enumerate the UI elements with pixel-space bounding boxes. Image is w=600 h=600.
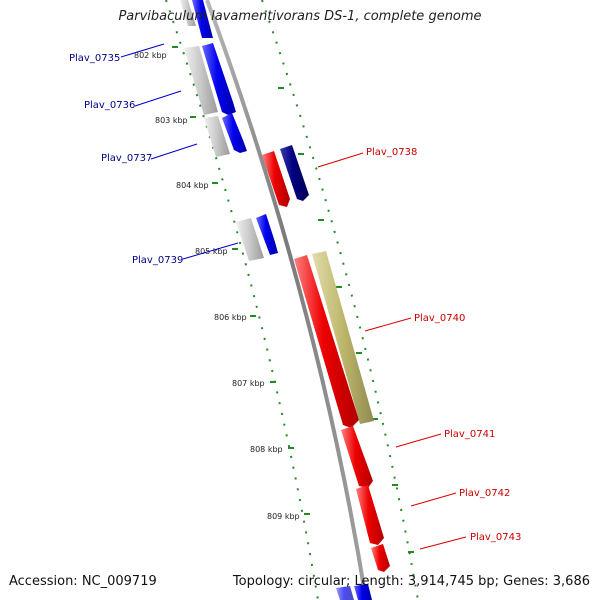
gene-label-plav-0735[interactable]: Plav_0735	[69, 53, 120, 64]
gene-arrow-plav-0739[interactable]	[256, 214, 278, 255]
gene-label-plav-0742[interactable]: Plav_0742	[459, 488, 510, 499]
major-ticks-left	[172, 46, 310, 515]
gene-label-plav-0741[interactable]: Plav_0741	[444, 429, 495, 440]
neighbor-gene-olive	[312, 251, 374, 424]
gene-arrow-partial-top[interactable]	[180, 0, 196, 26]
gene-arrow-navy[interactable]	[280, 145, 309, 201]
gene-arrow-plav-0736[interactable]	[202, 43, 236, 115]
kbp-label: 805 kbp	[195, 247, 228, 256]
gene-arrow-plav-0738[interactable]	[262, 151, 290, 207]
kbp-label: 809 kbp	[267, 512, 300, 521]
neighbor-gene-gray	[204, 116, 230, 157]
gene-label-plav-0737[interactable]: Plav_0737	[101, 153, 152, 164]
scale-track-right	[261, 0, 419, 600]
kbp-label: 807 kbp	[232, 379, 265, 388]
kbp-label: 806 kbp	[214, 313, 247, 322]
gene-arrow-partial-bottom[interactable]	[354, 584, 372, 600]
genome-title: Parvibaculum lavamentivorans DS-1, compl…	[118, 9, 482, 24]
gene-arrow-plav-0737[interactable]	[222, 113, 247, 153]
neighbor-gene-gray	[236, 218, 264, 261]
accession-label: Accession: NC_009719	[9, 574, 157, 589]
gene-label-plav-0738[interactable]: Plav_0738	[366, 147, 417, 158]
kbp-label: 804 kbp	[176, 181, 209, 190]
kbp-label: 803 kbp	[155, 116, 188, 125]
gene-arrow-partial-bottom[interactable]	[336, 586, 354, 600]
gene-arrow-plav-0742[interactable]	[356, 485, 384, 545]
label-leaders-forward	[120, 43, 239, 260]
gene-arrow-plav-0740[interactable]	[294, 255, 359, 428]
scale-track-left	[165, 0, 319, 600]
genome-stats-label: Topology: circular; Length: 3,914,745 bp…	[232, 574, 590, 589]
gene-label-plav-0739[interactable]: Plav_0739	[132, 255, 183, 266]
label-leaders-reverse	[317, 152, 467, 550]
gene-arrow-partial-top[interactable]	[192, 0, 213, 38]
gene-arrow-plav-0743[interactable]	[371, 544, 390, 572]
kbp-label: 808 kbp	[250, 445, 283, 454]
neighbor-gene-gray	[184, 46, 218, 115]
gene-arrow-plav-0741[interactable]	[341, 426, 373, 488]
gene-label-plav-0743[interactable]: Plav_0743	[470, 532, 521, 543]
gene-label-plav-0740[interactable]: Plav_0740	[414, 313, 465, 324]
kbp-label: 802 kbp	[134, 51, 167, 60]
chromosome-backbone	[205, 0, 368, 600]
gene-label-plav-0736[interactable]: Plav_0736	[84, 100, 135, 111]
